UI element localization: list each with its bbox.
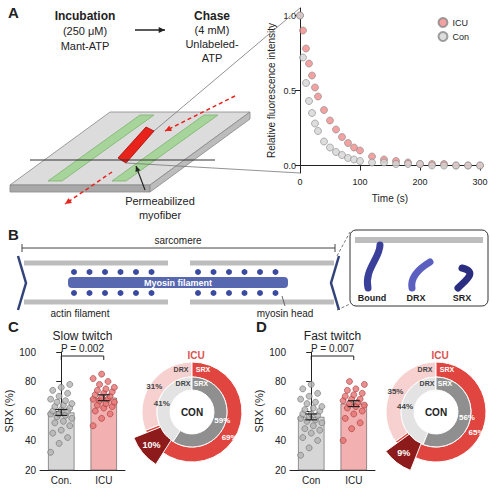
svg-text:SRX: SRX <box>438 380 453 387</box>
svg-text:myosin head: myosin head <box>257 308 314 319</box>
svg-text:SRX: SRX <box>440 366 455 373</box>
svg-text:100: 100 <box>269 347 286 358</box>
svg-text:56%: 56% <box>459 413 475 422</box>
svg-text:CON: CON <box>181 407 203 418</box>
svg-text:myofiber: myofiber <box>139 209 182 221</box>
svg-text:Chase: Chase <box>194 9 230 23</box>
svg-text:40: 40 <box>275 435 287 446</box>
svg-text:20: 20 <box>25 465 37 476</box>
svg-text:P = 0.007: P = 0.007 <box>311 343 354 354</box>
svg-text:60: 60 <box>275 406 287 417</box>
svg-text:100: 100 <box>352 177 367 187</box>
svg-text:SRX: SRX <box>453 293 472 303</box>
svg-text:A: A <box>8 4 19 21</box>
svg-text:SRX: SRX <box>196 366 211 373</box>
svg-text:31%: 31% <box>146 382 162 391</box>
svg-text:Bound: Bound <box>358 293 387 303</box>
svg-text:10%: 10% <box>143 440 161 450</box>
svg-text:Incubation: Incubation <box>55 9 116 23</box>
svg-text:9%: 9% <box>397 448 410 458</box>
svg-text:Con.: Con. <box>51 475 72 486</box>
svg-text:20: 20 <box>275 465 287 476</box>
svg-text:Myosin filament: Myosin filament <box>144 278 212 288</box>
svg-text:ATP: ATP <box>202 52 223 64</box>
svg-text:sarcomere: sarcomere <box>154 235 202 246</box>
svg-text:DRX: DRX <box>418 366 433 373</box>
svg-text:Time (s): Time (s) <box>372 193 408 204</box>
svg-text:0: 0 <box>297 177 302 187</box>
svg-text:1.0: 1.0 <box>283 11 296 21</box>
svg-text:SRX (%): SRX (%) <box>3 390 15 433</box>
svg-text:Slow twitch: Slow twitch <box>52 329 112 343</box>
svg-text:100: 100 <box>19 347 36 358</box>
svg-text:69%: 69% <box>222 433 238 442</box>
svg-text:0.5: 0.5 <box>283 86 296 96</box>
svg-text:DRX: DRX <box>176 380 191 387</box>
svg-text:Fast twitch: Fast twitch <box>304 329 361 343</box>
svg-text:0.0: 0.0 <box>283 161 296 171</box>
svg-text:D: D <box>256 318 267 335</box>
svg-text:CON: CON <box>425 407 447 418</box>
svg-text:44%: 44% <box>397 402 413 411</box>
svg-text:Mant-ATP: Mant-ATP <box>61 40 110 52</box>
svg-text:(250 μM): (250 μM) <box>63 25 107 37</box>
svg-text:41%: 41% <box>154 399 170 408</box>
svg-text:40: 40 <box>25 435 37 446</box>
svg-text:59%: 59% <box>214 416 230 425</box>
svg-text:65%: 65% <box>469 428 485 437</box>
svg-text:Con: Con <box>302 475 320 486</box>
svg-text:P = 0.002: P = 0.002 <box>61 343 104 354</box>
svg-text:ICU: ICU <box>452 18 468 28</box>
svg-text:ICU: ICU <box>187 350 204 361</box>
svg-text:Unlabeled-: Unlabeled- <box>185 38 239 50</box>
svg-text:ICU: ICU <box>345 475 362 486</box>
svg-text:B: B <box>8 226 19 243</box>
svg-text:Relative fluorescence intensit: Relative fluorescence intensity <box>266 23 277 158</box>
svg-text:C: C <box>8 318 19 335</box>
svg-text:60: 60 <box>25 406 37 417</box>
svg-text:actin filament: actin filament <box>51 308 110 319</box>
svg-text:DRX: DRX <box>406 293 425 303</box>
svg-text:300: 300 <box>472 177 487 187</box>
svg-text:200: 200 <box>412 177 427 187</box>
svg-text:Con: Con <box>452 32 469 42</box>
svg-text:SRX (%): SRX (%) <box>253 390 265 433</box>
svg-text:SRX: SRX <box>194 380 209 387</box>
svg-text:ICU: ICU <box>95 475 112 486</box>
svg-text:Permeabilized: Permeabilized <box>125 195 195 207</box>
svg-text:ICU: ICU <box>431 350 448 361</box>
svg-text:80: 80 <box>25 376 37 387</box>
svg-text:DRX: DRX <box>174 366 189 373</box>
svg-text:(4 mM): (4 mM) <box>195 24 230 36</box>
svg-text:80: 80 <box>275 376 287 387</box>
svg-text:35%: 35% <box>387 387 403 396</box>
svg-text:DRX: DRX <box>420 380 435 387</box>
